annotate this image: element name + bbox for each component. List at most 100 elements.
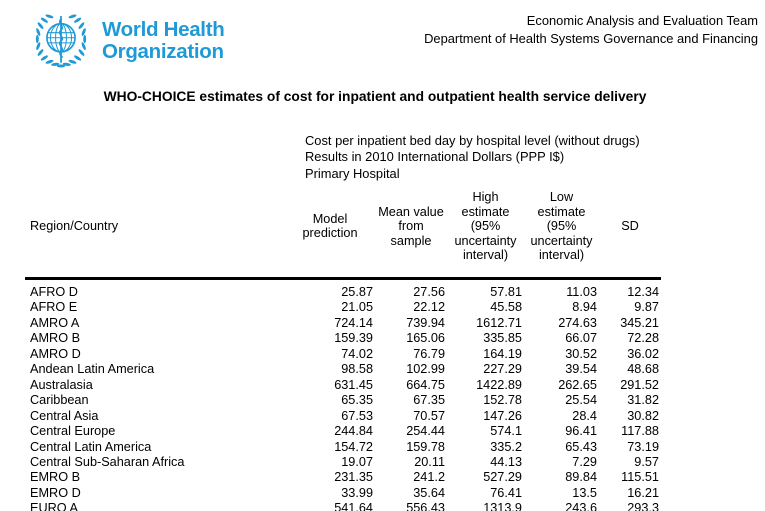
value-cell: 227.29 xyxy=(483,362,522,377)
value-cell: 16.21 xyxy=(627,485,659,500)
table-row: Caribbean 65.35 67.35 152.78 25.54 31.82 xyxy=(25,393,661,408)
who-emblem-icon xyxy=(29,9,93,78)
region-cell: Andean Latin America xyxy=(30,362,155,377)
table-row: EURO A 541.64 556.43 1313.9 243.6 293.3 xyxy=(25,501,661,511)
region-cell: AMRO A xyxy=(30,315,80,330)
value-cell: 1313.9 xyxy=(483,501,522,511)
table-body: AFRO D 25.87 27.56 57.81 11.03 12.34 AFRO E 21.… xyxy=(25,278,661,511)
value-cell: 631.45 xyxy=(334,377,373,392)
value-cell: 25.54 xyxy=(565,393,597,408)
value-cell: 76.41 xyxy=(490,485,522,500)
value-cell: 89.84 xyxy=(565,470,597,485)
value-cell: 65.43 xyxy=(565,439,597,454)
value-cell: 19.07 xyxy=(341,454,373,469)
who-wordmark-line2: Organization xyxy=(102,39,224,63)
region-cell: Central Sub-Saharan Africa xyxy=(30,454,185,469)
region-cell: EURO A xyxy=(30,501,78,511)
region-cell: Caribbean xyxy=(30,393,89,408)
value-cell: 8.94 xyxy=(572,300,597,315)
value-cell: 147.26 xyxy=(483,408,522,423)
table-row: AMRO B 159.39 165.06 335.85 66.07 72.28 xyxy=(25,331,661,346)
value-cell: 243.6 xyxy=(565,501,597,511)
value-cell: 22.12 xyxy=(413,300,445,315)
value-cell: 293.3 xyxy=(627,501,659,511)
value-cell: 7.29 xyxy=(572,454,597,469)
value-cell: 44.13 xyxy=(490,454,522,469)
table-row: Central Asia 67.53 70.57 147.26 28.4 30.82 xyxy=(25,409,661,424)
value-cell: 20.11 xyxy=(414,454,445,469)
value-cell: 574.1 xyxy=(490,424,522,439)
value-cell: 556.43 xyxy=(406,501,445,511)
value-cell: 739.94 xyxy=(406,315,445,330)
value-cell: 527.29 xyxy=(483,470,522,485)
value-cell: 39.54 xyxy=(565,362,597,377)
value-cell: 231.35 xyxy=(334,470,373,485)
value-cell: 541.64 xyxy=(334,501,373,511)
corner-header: Economic Analysis and Evaluation Team De… xyxy=(424,12,758,47)
value-cell: 274.63 xyxy=(558,315,597,330)
value-cell: 96.41 xyxy=(565,424,597,439)
value-cell: 67.53 xyxy=(341,408,373,423)
table-caption: Cost per inpatient bed day by hospital l… xyxy=(305,133,640,182)
value-cell: 102.99 xyxy=(406,362,445,377)
value-cell: 1612.71 xyxy=(476,315,522,330)
value-cell: 30.52 xyxy=(565,346,597,361)
value-cell: 117.88 xyxy=(621,424,659,439)
value-cell: 57.81 xyxy=(490,284,522,299)
value-cell: 27.56 xyxy=(413,284,445,299)
value-cell: 66.07 xyxy=(565,331,597,346)
value-cell: 67.35 xyxy=(413,393,445,408)
value-cell: 664.75 xyxy=(406,377,445,392)
team-name: Economic Analysis and Evaluation Team xyxy=(526,13,758,28)
value-cell: 25.87 xyxy=(341,284,373,299)
value-cell: 45.58 xyxy=(490,300,522,315)
value-cell: 31.82 xyxy=(627,393,659,408)
page-title: WHO-CHOICE estimates of cost for inpatie… xyxy=(103,89,647,104)
table-row: Australasia 631.45 664.75 1422.89 262.65 291.… xyxy=(25,378,661,393)
col-header-low-estimate: Low estimate (95% uncertainty interval) xyxy=(530,190,593,263)
value-cell: 335.2 xyxy=(490,439,522,454)
region-cell: Central Latin America xyxy=(30,439,152,454)
region-cell: Australasia xyxy=(30,377,93,392)
value-cell: 164.19 xyxy=(483,346,522,361)
col-header-mean-value: Mean value from sample xyxy=(378,204,444,248)
value-cell: 1422.89 xyxy=(476,377,522,392)
value-cell: 335.85 xyxy=(483,331,522,346)
who-logo: World Health Organization xyxy=(29,9,225,78)
col-header-sd: SD xyxy=(621,219,639,234)
value-cell: 35.64 xyxy=(413,485,445,500)
header-row: Region/Country Model prediction Mean val… xyxy=(25,190,661,279)
table-row: Andean Latin America 98.58 102.99 227.29 39.… xyxy=(25,362,661,377)
value-cell: 36.02 xyxy=(627,346,659,361)
value-cell: 345.21 xyxy=(620,315,659,330)
value-cell: 70.57 xyxy=(413,408,445,423)
value-cell: 159.78 xyxy=(406,439,445,454)
value-cell: 21.05 xyxy=(341,300,373,315)
value-cell: 48.68 xyxy=(627,362,659,377)
cost-table: Region/Country Model prediction Mean val… xyxy=(25,190,661,511)
value-cell: 72.28 xyxy=(627,331,659,346)
value-cell: 115.51 xyxy=(621,470,659,485)
value-cell: 165.06 xyxy=(406,331,445,346)
region-cell: EMRO D xyxy=(30,485,81,500)
value-cell: 65.35 xyxy=(341,393,373,408)
value-cell: 9.57 xyxy=(634,454,659,469)
value-cell: 159.39 xyxy=(334,331,373,346)
col-header-region: Region/Country xyxy=(30,219,119,234)
caption-line-2: Results in 2010 International Dollars (P… xyxy=(305,149,565,165)
table-row: Central Sub-Saharan Africa 19.07 20.11 44.1… xyxy=(25,455,661,470)
value-cell: 291.52 xyxy=(620,377,659,392)
value-cell: 154.72 xyxy=(334,439,373,454)
value-cell: 254.44 xyxy=(406,424,445,439)
who-wordmark: World Health Organization xyxy=(102,9,225,63)
table-row: AMRO D 74.02 76.79 164.19 30.52 36.02 xyxy=(25,347,661,362)
value-cell: 11.03 xyxy=(566,284,597,299)
table-row: EMRO D 33.99 35.64 76.41 13.5 16.21 xyxy=(25,486,661,501)
value-cell: 244.84 xyxy=(334,424,373,439)
value-cell: 241.2 xyxy=(413,470,445,485)
department-name: Department of Health Systems Governance … xyxy=(424,30,758,46)
table-row: AFRO D 25.87 27.56 57.81 11.03 12.34 xyxy=(25,278,661,300)
region-cell: AFRO D xyxy=(30,284,78,299)
value-cell: 724.14 xyxy=(334,315,373,330)
